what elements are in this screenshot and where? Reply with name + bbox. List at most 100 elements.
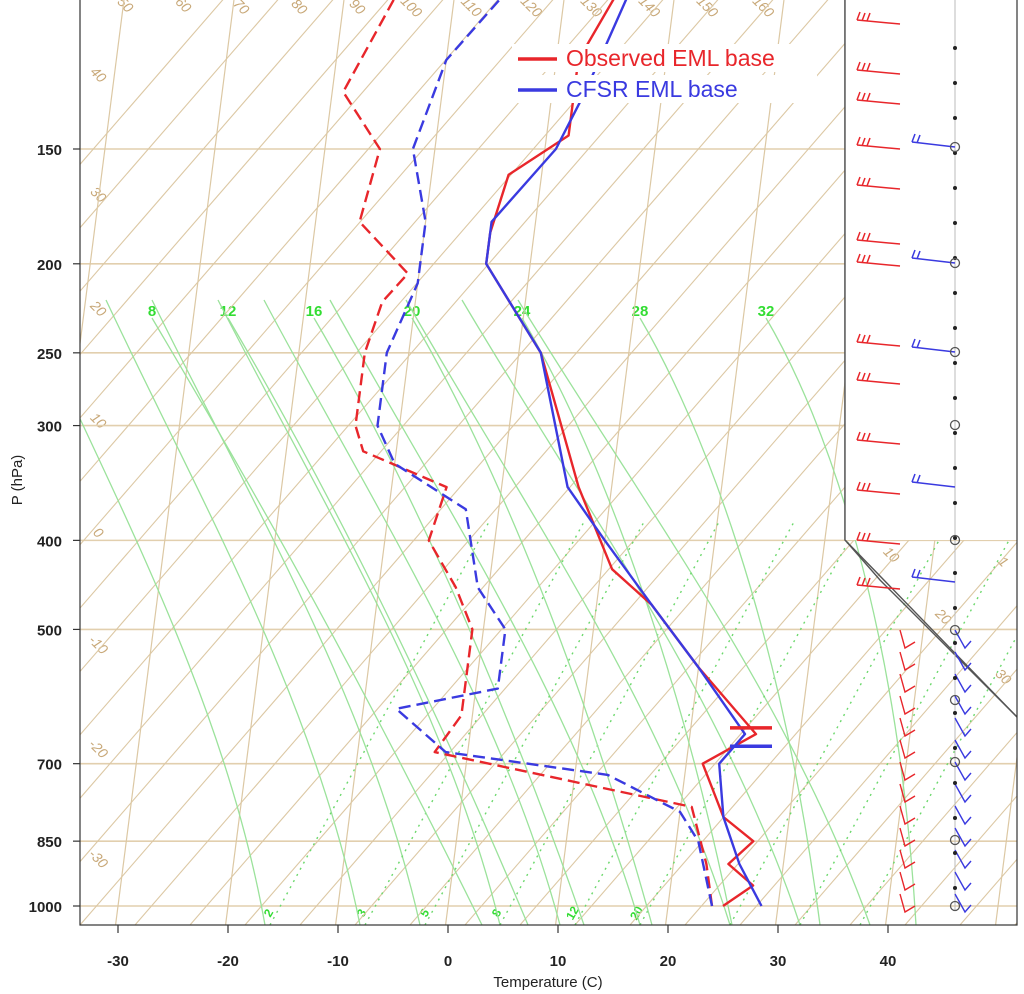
wind-barb-observed [899,651,916,672]
background-label: 10 [880,543,902,565]
background-label: 12 [563,903,582,922]
background-label: 10 [87,409,109,431]
dry-adiabat-line [80,0,389,356]
barb-level-dot [953,886,957,890]
wind-barb-observed [856,91,901,105]
dry-adiabat-line [80,0,224,166]
moist-adiabat-line [217,299,501,925]
wind-barb-observed [856,431,901,445]
series-line-cfsr-dewpoint [376,0,714,907]
mixing-ratio-label: 28 [632,303,649,320]
wind-barb-observed [856,333,901,347]
legend-bg [512,75,817,103]
y-tick-label: 150 [37,142,62,159]
dry-adiabat-line [80,0,279,229]
dry-adiabat-line [134,0,939,925]
wind-barb-cfsr [954,871,972,892]
legend-entry: CFSR EML base [566,76,738,102]
wind-barb-observed [856,481,901,495]
barb-level-dot [953,361,957,365]
x-tick-label: 30 [770,953,787,970]
wind-barb-observed [899,805,916,826]
wind-barb-observed [856,61,901,75]
y-tick-label: 400 [37,533,62,550]
wind-barb-cfsr [911,338,956,353]
isotherm-line [664,0,785,925]
wind-barb-observed [899,695,916,716]
mixing-ratio-line [499,519,721,925]
theta-e-line [521,317,733,925]
barb-level-dot [953,46,957,50]
wind-barb-cfsr [954,673,972,694]
background-label: 60 [172,0,194,16]
dry-adiabat-line [80,0,774,800]
x-tick-label: 40 [880,953,897,970]
isotherm-line [224,0,345,925]
barb-level-dot [953,781,957,785]
barb-level-dot [953,851,957,855]
mixing-ratio-label: 8 [148,303,156,320]
x-tick-label: 0 [444,953,452,970]
isotherm-line [114,0,235,925]
moist-adiabat-line [105,299,361,925]
barb-level-dot [953,431,957,435]
y-axis-title: P (hPa) [9,455,26,506]
dry-adiabat-line [80,0,719,736]
dry-adiabat-line [80,0,554,546]
wind-barb-observed [899,871,916,892]
barb-panel-edge [844,0,1018,718]
barb-level-dot [953,816,957,820]
barb-level-dot [953,571,957,575]
background-label: 110 [458,0,485,20]
mixing-ratio-line [574,519,796,925]
barb-level-dot [953,501,957,505]
barb-panel-bg [845,0,1017,540]
wind-barb-cfsr [911,568,956,583]
wind-barb-cfsr [911,473,956,488]
moist-adiabat-line [151,299,421,925]
background-label: 130 [578,0,606,21]
x-tick-label: -20 [217,953,239,970]
dry-adiabat-line [849,731,1017,925]
wind-barb-observed [899,761,916,782]
wind-barb-observed [899,739,916,760]
background-label: -20 [86,736,112,762]
wind-barb-cfsr [954,805,972,826]
barb-level-dot [953,466,957,470]
dry-adiabat-line [80,0,609,609]
theta-e-line [639,317,821,925]
theta-e-line [151,317,483,925]
x-axis-title: Temperature (C) [493,974,602,991]
barb-level-dot [953,186,957,190]
wind-barb-observed [899,893,916,914]
background-label: 50 [114,0,136,16]
wind-barb-cfsr [954,893,972,914]
wind-barb-cfsr [954,761,972,782]
wind-barb-cfsr [911,249,956,264]
series-line-cfsr-temperature [485,0,763,907]
barb-level-dot [953,746,957,750]
background-label: 120 [518,0,546,21]
wind-barb-observed [856,11,901,25]
wind-barb-cfsr [954,717,972,738]
isotherm-line [334,0,455,925]
wind-barb-cfsr [954,827,972,848]
wind-barb-observed [899,717,916,738]
barb-calm-circle [949,534,961,546]
wind-barb-observed [899,783,916,804]
wind-barb-cfsr [954,695,972,716]
barb-calm-circle [949,756,961,768]
wind-barb-observed [856,231,901,245]
wind-barb-observed [899,827,916,848]
x-tick-label: 10 [550,953,567,970]
barb-calm-circle [949,346,961,358]
wind-barb-observed [899,849,916,870]
dry-adiabat-line [80,0,829,863]
background-label: -30 [86,846,112,872]
dry-adiabat-line [80,0,884,925]
barb-calm-circle [949,141,961,153]
wind-barb-cfsr [954,849,972,870]
dry-adiabat-line [354,161,1017,925]
barb-level-dot [953,711,957,715]
background-label: -10 [86,632,112,658]
